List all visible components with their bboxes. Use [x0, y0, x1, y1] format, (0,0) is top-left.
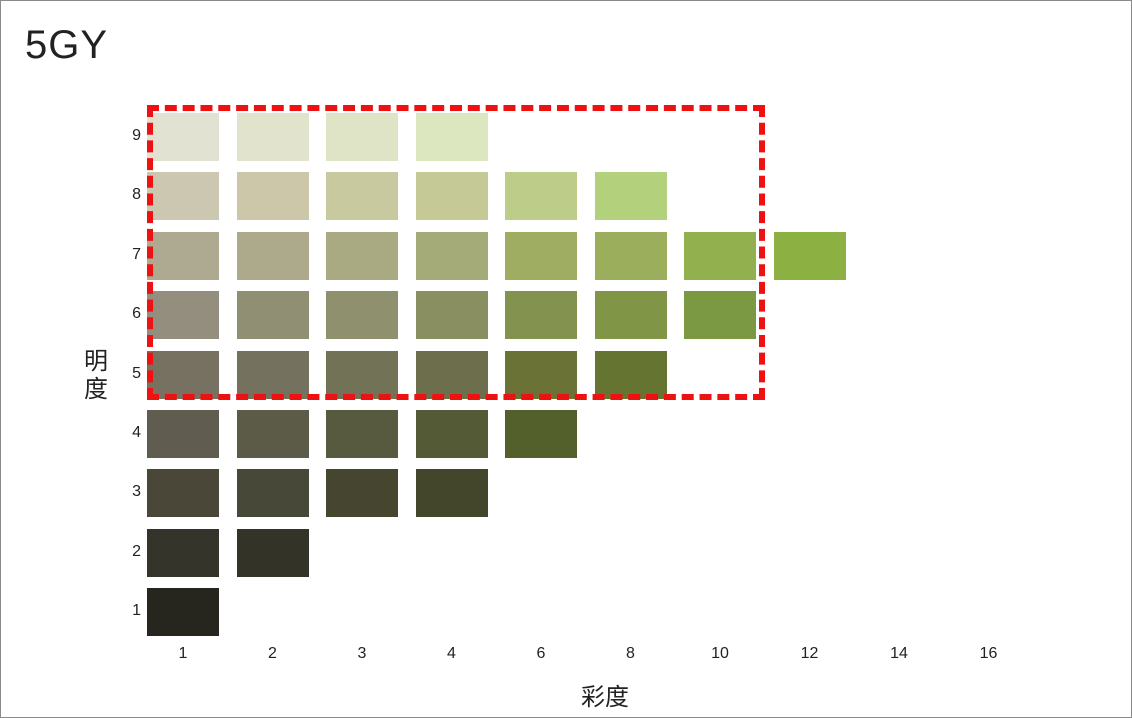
value-axis-label-text: 明度 [84, 347, 108, 403]
value-tick-1: 1 [121, 602, 141, 620]
chip-v3-c2 [237, 469, 309, 517]
value-tick-4: 4 [121, 424, 141, 442]
chroma-tick-8: 8 [601, 645, 661, 663]
value-tick-5: 5 [121, 365, 141, 383]
chroma-tick-6: 6 [511, 645, 571, 663]
value-tick-8: 8 [121, 186, 141, 204]
chip-v3-c3 [326, 469, 398, 517]
chroma-tick-14: 14 [869, 645, 929, 663]
chroma-tick-12: 12 [780, 645, 840, 663]
chroma-axis-label: 彩度 [555, 677, 655, 712]
chroma-tick-16: 16 [959, 645, 1019, 663]
chip-v4-c2 [237, 410, 309, 458]
value-tick-2: 2 [121, 543, 141, 561]
value-tick-7: 7 [121, 246, 141, 264]
chroma-tick-10: 10 [690, 645, 750, 663]
chip-v4-c4 [416, 410, 488, 458]
chip-v2-c2 [237, 529, 309, 577]
chroma-tick-2: 2 [243, 645, 303, 663]
highlight-dashed-box [147, 105, 765, 400]
chroma-tick-1: 1 [153, 645, 213, 663]
chip-v4-c6 [505, 410, 577, 458]
chip-v4-c3 [326, 410, 398, 458]
value-axis-label: 明度 [81, 347, 111, 403]
chroma-tick-4: 4 [422, 645, 482, 663]
value-tick-3: 3 [121, 483, 141, 501]
value-tick-9: 9 [121, 127, 141, 145]
chip-v2-c1 [147, 529, 219, 577]
chip-v4-c1 [147, 410, 219, 458]
chip-v3-c1 [147, 469, 219, 517]
hue-title: 5GY [25, 23, 108, 68]
chip-v3-c4 [416, 469, 488, 517]
chip-v7-c12 [774, 232, 846, 280]
chroma-tick-3: 3 [332, 645, 392, 663]
value-tick-6: 6 [121, 305, 141, 323]
chip-v1-c1 [147, 588, 219, 636]
